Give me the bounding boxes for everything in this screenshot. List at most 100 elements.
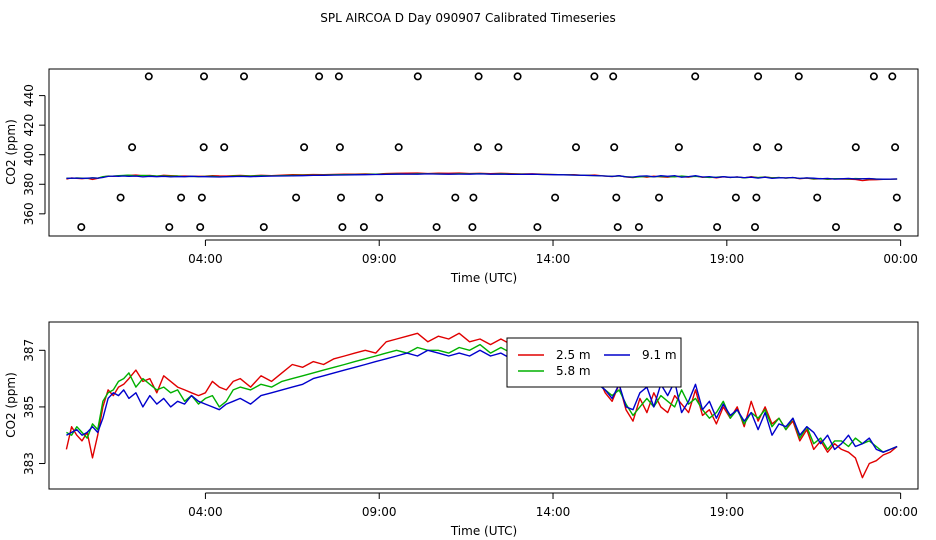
calibration-point <box>551 193 560 202</box>
calibration-point <box>869 72 878 81</box>
calibration-point <box>892 193 901 202</box>
calibration-point <box>891 143 900 152</box>
top-panel: CO2 (ppm) Time (UTC) 04:00 09:00 14:00 19:0… <box>4 68 919 285</box>
calibration-point <box>432 223 441 232</box>
calibration-point <box>533 223 542 232</box>
top-ylabel: CO2 (ppm) <box>4 119 18 185</box>
page-title: SPL AIRCOA D Day 090907 Calibrated Times… <box>320 11 615 25</box>
calibration-point <box>259 223 268 232</box>
calibration-point <box>451 193 460 202</box>
legend: 2.5 m 9.1 m 5.8 m <box>506 337 682 388</box>
bot-x-tick-label: 19:00 <box>710 505 745 519</box>
top-y-tick-label: 360 <box>22 202 36 225</box>
calibration-point <box>494 143 503 152</box>
calibration-point <box>144 72 153 81</box>
calibration-point <box>338 223 347 232</box>
bot-x-tick-label: 00:00 <box>883 505 918 519</box>
bot-y-tick-label: 383 <box>22 452 36 475</box>
calibration-point <box>513 72 522 81</box>
calibration-point <box>336 193 345 202</box>
calibration-point <box>220 143 229 152</box>
top-series-line-9-1-m <box>66 173 898 180</box>
series-line-2-5-m <box>65 332 898 479</box>
bottom-panel: CO2 (ppm) Time (UTC) 04:00 09:00 14:00 19:0… <box>4 321 919 538</box>
top-x-tick-label: 09:00 <box>362 252 397 266</box>
calibration-point <box>77 223 86 232</box>
calibration-point <box>634 223 643 232</box>
calibration-point <box>196 223 205 232</box>
legend-label-5-8m: 5.8 m <box>556 364 591 378</box>
calibration-point <box>851 143 860 152</box>
bottom-xlabel: Time (UTC) <box>450 524 517 538</box>
top-xlabel: Time (UTC) <box>450 271 517 285</box>
calibration-point <box>375 193 384 202</box>
calibration-point <box>753 143 762 152</box>
calibration-point <box>610 143 619 152</box>
bottom-y-axis: 383 385 387 <box>22 339 46 475</box>
top-y-tick-label: 380 <box>22 173 36 196</box>
calibration-point <box>469 193 478 202</box>
top-x-tick-label: 14:00 <box>536 252 571 266</box>
top-y-tick-label: 400 <box>22 143 36 166</box>
calibration-point <box>334 72 343 81</box>
calibration-point <box>197 193 206 202</box>
calibration-point <box>468 223 477 232</box>
top-y-tick-label: 440 <box>22 84 36 107</box>
calibration-point <box>292 193 301 202</box>
calibration-point <box>590 72 599 81</box>
bot-x-tick-label: 04:00 <box>188 505 223 519</box>
top-plot-frame <box>48 68 919 237</box>
calibration-point <box>691 72 700 81</box>
calibration-point <box>654 193 663 202</box>
calibration-point <box>794 72 803 81</box>
calibration-point <box>609 72 618 81</box>
calibration-point <box>394 143 403 152</box>
calibration-point <box>359 223 368 232</box>
calibration-point <box>413 72 422 81</box>
calibration-point <box>893 223 902 232</box>
calibration-point <box>473 143 482 152</box>
top-y-tick-label: 420 <box>22 114 36 137</box>
bot-x-tick-label: 14:00 <box>536 505 571 519</box>
series-line-5-8-m <box>66 343 898 453</box>
calibration-point <box>177 193 186 202</box>
calibration-point <box>165 223 174 232</box>
calibration-point <box>474 72 483 81</box>
top-x-tick-label: 04:00 <box>188 252 223 266</box>
calibration-point <box>335 143 344 152</box>
top-x-axis: 04:00 09:00 14:00 19:00 00:00 <box>188 239 918 266</box>
calibration-point <box>315 72 324 81</box>
bot-x-tick-label: 09:00 <box>362 505 397 519</box>
calibration-point <box>240 72 249 81</box>
legend-box <box>506 337 682 388</box>
calibration-point <box>731 193 740 202</box>
calibration-point <box>128 143 137 152</box>
top-x-tick-label: 19:00 <box>710 252 745 266</box>
legend-label-9-1m: 9.1 m <box>642 348 677 362</box>
top-calibration-points <box>77 72 902 232</box>
calibration-point <box>774 143 783 152</box>
calibration-point <box>831 223 840 232</box>
bot-y-tick-label: 385 <box>22 395 36 418</box>
calibration-point <box>752 193 761 202</box>
calibration-point <box>300 143 309 152</box>
bottom-ylabel: CO2 (ppm) <box>4 372 18 438</box>
calibration-point <box>571 143 580 152</box>
legend-label-2-5m: 2.5 m <box>556 348 591 362</box>
top-y-axis: 360 380 400 420 440 <box>22 84 46 225</box>
bottom-x-axis: 04:00 09:00 14:00 19:00 00:00 <box>188 492 918 519</box>
calibration-point <box>713 223 722 232</box>
calibration-point <box>200 72 209 81</box>
top-x-tick-label: 00:00 <box>883 252 918 266</box>
calibration-point <box>754 72 763 81</box>
top-series <box>66 172 898 182</box>
bottom-series <box>65 332 898 479</box>
calibration-point <box>888 72 897 81</box>
bottom-plot-frame <box>48 321 919 490</box>
series-line-9-1-m <box>66 349 898 453</box>
bot-y-tick-label: 387 <box>22 339 36 362</box>
calibration-point <box>612 193 621 202</box>
calibration-point <box>674 143 683 152</box>
calibration-point <box>750 223 759 232</box>
